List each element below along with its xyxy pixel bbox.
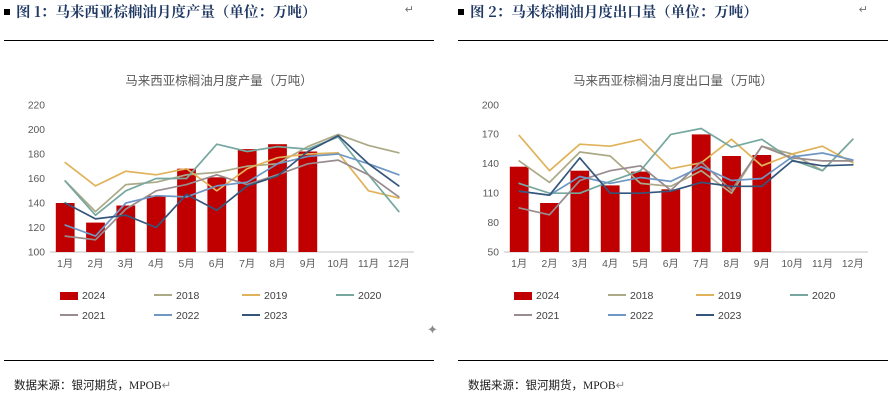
svg-text:7月: 7月: [693, 258, 709, 270]
svg-text:1月: 1月: [511, 258, 527, 270]
svg-text:12月: 12月: [388, 258, 410, 270]
svg-text:200: 200: [28, 125, 45, 136]
svg-text:7月: 7月: [239, 258, 255, 270]
svg-text:180: 180: [28, 149, 45, 160]
svg-text:9月: 9月: [754, 258, 770, 270]
svg-text:9月: 9月: [300, 258, 316, 270]
svg-text:4月: 4月: [602, 258, 618, 270]
svg-text:220: 220: [28, 100, 45, 111]
svg-text:4月: 4月: [148, 258, 164, 270]
svg-text:11月: 11月: [358, 258, 379, 270]
svg-text:120: 120: [28, 223, 45, 234]
svg-text:5月: 5月: [178, 258, 194, 270]
svg-text:8月: 8月: [723, 258, 739, 270]
svg-text:6月: 6月: [663, 258, 679, 270]
svg-text:2月: 2月: [87, 258, 103, 270]
svg-text:5月: 5月: [632, 258, 648, 270]
svg-text:160: 160: [28, 174, 45, 185]
svg-text:2月: 2月: [541, 258, 557, 270]
svg-text:1月: 1月: [57, 258, 73, 270]
svg-text:110: 110: [483, 189, 500, 200]
svg-text:6月: 6月: [209, 258, 225, 270]
svg-text:50: 50: [488, 247, 500, 258]
svg-text:100: 100: [28, 247, 45, 258]
svg-text:12月: 12月: [842, 258, 864, 270]
svg-text:11月: 11月: [812, 258, 833, 270]
svg-text:10月: 10月: [327, 258, 349, 270]
svg-text:170: 170: [482, 130, 499, 141]
svg-text:200: 200: [482, 100, 499, 111]
svg-text:140: 140: [28, 198, 45, 209]
svg-text:10月: 10月: [781, 258, 803, 270]
svg-text:140: 140: [482, 159, 499, 170]
svg-text:3月: 3月: [118, 258, 134, 270]
svg-text:80: 80: [488, 218, 500, 229]
svg-text:8月: 8月: [269, 258, 285, 270]
svg-text:3月: 3月: [572, 258, 588, 270]
